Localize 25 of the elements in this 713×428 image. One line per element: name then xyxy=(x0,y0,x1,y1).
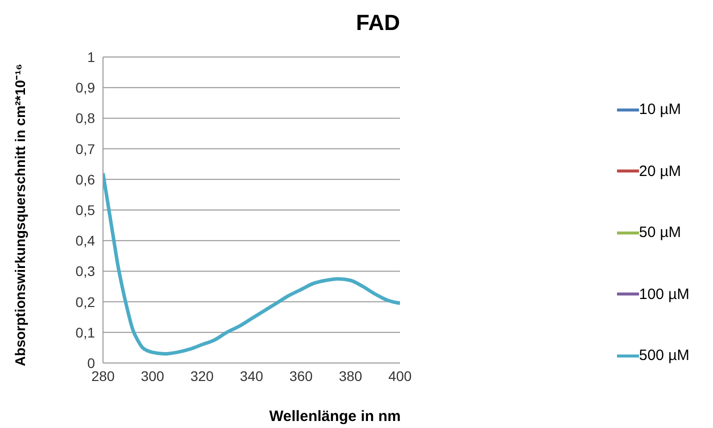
line-series xyxy=(103,172,400,356)
y-tick-label: 1 xyxy=(87,48,96,65)
x-axis-title: Wellenlänge in nm xyxy=(268,408,402,425)
y-tick-label: 0,8 xyxy=(76,110,96,126)
x-tick-label: 300 xyxy=(140,368,164,384)
x-tick-label: 380 xyxy=(338,368,362,384)
legend-label: 500 µM xyxy=(639,347,690,364)
chart-title: FAD xyxy=(355,10,401,36)
x-tick-label: 400 xyxy=(388,368,412,384)
y-tick-label: 0,1 xyxy=(76,324,96,340)
y-tick-label: 0,2 xyxy=(76,294,96,310)
legend-label: 20 µM xyxy=(639,162,681,180)
y-tick-label: 0,5 xyxy=(76,202,96,218)
y-tick-label: 0,4 xyxy=(76,232,96,249)
x-tick-label: 320 xyxy=(190,368,214,384)
y-axis-title: Absorptionswirkungsquerschnitt in cm²*10⁻¹⁶ xyxy=(12,62,29,368)
legend-label: 50 µM xyxy=(639,224,681,242)
x-tick-label: 360 xyxy=(289,368,313,384)
legend-label: 100 µM xyxy=(639,286,690,303)
y-tick-label: 0,9 xyxy=(76,80,96,96)
y-tick-label: 0,7 xyxy=(76,140,96,157)
y-tick-label: 0,6 xyxy=(76,171,96,188)
y-tick-label: 0,3 xyxy=(76,263,96,280)
x-tick-label: 340 xyxy=(240,368,264,384)
legend-label: 10 µM xyxy=(639,101,681,118)
